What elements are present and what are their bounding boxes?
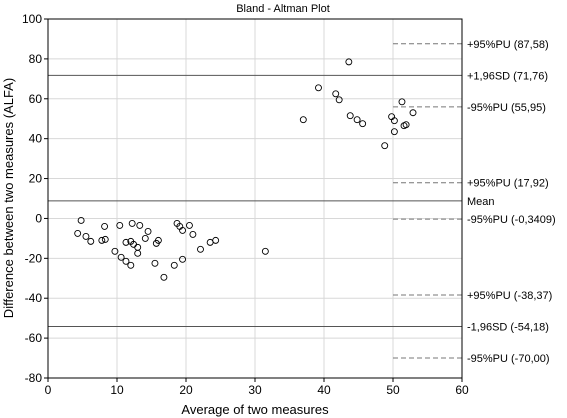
- data-point: [160, 273, 168, 281]
- data-point: [82, 232, 90, 240]
- data-point: [359, 120, 367, 128]
- data-point: [346, 112, 354, 120]
- data-point: [185, 221, 193, 229]
- data-point: [117, 253, 125, 261]
- data-point: [353, 116, 361, 124]
- reference-line-label: +95%PU (-38,37): [467, 290, 552, 302]
- y-tick-label: 60: [29, 92, 43, 106]
- data-point: [179, 226, 187, 234]
- reference-line-label: -1,96SD (-54,18): [467, 322, 549, 334]
- data-point: [87, 237, 95, 245]
- y-tick-label: 40: [29, 132, 43, 146]
- y-tick-label: 20: [29, 172, 43, 186]
- grid-lines: [48, 19, 462, 378]
- data-point: [398, 98, 406, 106]
- reference-line-label: -95%PU (-70,00): [467, 353, 550, 365]
- x-axis-ticks: 0 10 20 30 40 50 60: [45, 378, 469, 397]
- data-point: [111, 247, 119, 255]
- data-point: [335, 96, 343, 104]
- data-point: [390, 117, 398, 125]
- y-tick-label: -80: [25, 371, 43, 385]
- data-point: [116, 221, 124, 229]
- y-tick-label: 100: [22, 12, 42, 26]
- x-tick-label: 10: [110, 383, 124, 397]
- data-point: [122, 238, 130, 246]
- reference-line-label: -95%PU (-0,3409): [467, 214, 556, 226]
- data-point: [261, 247, 269, 255]
- x-tick-label: 60: [455, 383, 469, 397]
- chart-title: Bland - Altman Plot: [236, 3, 330, 15]
- y-axis-label: Difference between two measures (ALFA): [1, 78, 16, 318]
- reference-line-label: +95%PU (87,58): [467, 39, 549, 51]
- data-point: [101, 235, 109, 243]
- x-tick-label: 40: [317, 383, 331, 397]
- x-tick-label: 20: [179, 383, 193, 397]
- reference-labels: +95%PU (87,58) +1,96SD (71,76) -95%PU (55,…: [467, 39, 556, 365]
- data-point: [381, 142, 389, 150]
- data-point: [402, 121, 410, 129]
- y-tick-label: 0: [35, 211, 42, 225]
- data-point: [136, 221, 144, 229]
- reference-line-label: Mean: [467, 196, 495, 208]
- y-tick-label: -40: [25, 291, 43, 305]
- data-point: [390, 128, 398, 136]
- data-point: [151, 259, 159, 267]
- x-tick-label: 50: [386, 383, 400, 397]
- data-point: [332, 90, 340, 98]
- data-point: [122, 257, 130, 265]
- data-point: [101, 222, 109, 230]
- data-point: [144, 227, 152, 235]
- data-point: [179, 255, 187, 263]
- data-point: [299, 116, 307, 124]
- y-axis-ticks: -80 -60 -40 -20 0 20 40 60 80 100: [22, 12, 48, 385]
- data-point: [409, 109, 417, 117]
- data-point: [170, 261, 178, 269]
- x-tick-label: 30: [248, 383, 262, 397]
- y-tick-label: 80: [29, 52, 43, 66]
- data-point: [345, 58, 353, 66]
- data-point: [315, 84, 322, 92]
- reference-lines: [48, 43, 462, 359]
- data-point: [134, 249, 142, 257]
- data-point: [189, 230, 197, 238]
- data-point: [134, 243, 142, 251]
- data-point: [127, 261, 135, 269]
- data-points: [74, 58, 417, 281]
- data-point: [141, 234, 149, 242]
- data-point: [128, 219, 136, 227]
- y-tick-label: -60: [25, 331, 43, 345]
- x-tick-label: 0: [45, 383, 52, 397]
- y-tick-label: -20: [25, 251, 43, 265]
- data-point: [212, 236, 220, 244]
- data-point: [77, 216, 85, 224]
- data-point: [154, 236, 162, 244]
- reference-line-label: +95%PU (17,92): [467, 178, 549, 190]
- data-point: [98, 236, 106, 244]
- x-axis-label: Average of two measures: [181, 402, 329, 417]
- reference-line-label: -95%PU (55,95): [467, 102, 546, 114]
- data-point: [74, 229, 82, 237]
- reference-line-label: +1,96SD (71,76): [467, 70, 548, 82]
- data-point: [197, 245, 204, 253]
